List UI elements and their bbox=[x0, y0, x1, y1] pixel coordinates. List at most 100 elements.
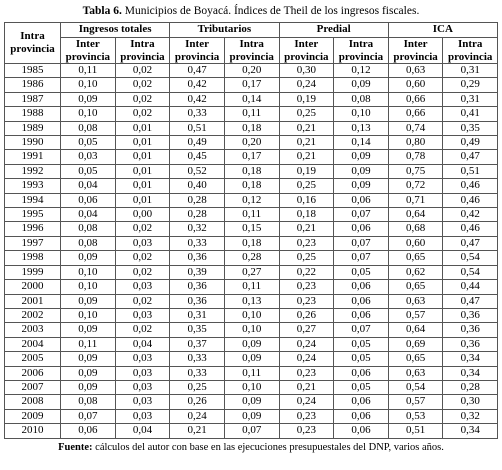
value-cell: 0,65 bbox=[387, 279, 444, 295]
group-header: ICA bbox=[387, 22, 499, 38]
value-cell: 0,51 bbox=[387, 423, 444, 439]
year-cell: 2002 bbox=[4, 307, 61, 324]
value-cell: 0,17 bbox=[223, 149, 280, 165]
value-cell: 0,35 bbox=[442, 120, 498, 137]
value-cell: 0,36 bbox=[442, 307, 498, 324]
value-cell: 0,09 bbox=[60, 365, 116, 381]
value-cell: 0,74 bbox=[387, 120, 444, 137]
table-row: 2010 0,06 0,04 0,21 0,07 0,23 0,06 0,51 0,34 bbox=[4, 423, 498, 439]
value-cell: 0,64 bbox=[387, 322, 444, 338]
value-cell: 0,40 bbox=[169, 178, 225, 194]
table-row: 1986 0,10 0,02 0,42 0,17 0,24 0,09 0,60 0,29 bbox=[4, 77, 498, 93]
value-cell: 0,09 bbox=[223, 336, 280, 353]
value-cell: 0,18 bbox=[223, 178, 280, 194]
value-cell: 0,80 bbox=[387, 135, 444, 151]
value-cell: 0,09 bbox=[60, 91, 116, 108]
header-row: Intra provincia Ingresos totales Tributari… bbox=[4, 22, 499, 64]
value-cell: 0,08 bbox=[60, 221, 116, 237]
value-cell: 0,53 bbox=[387, 408, 444, 425]
value-cell: 0,34 bbox=[442, 365, 498, 381]
value-cell: 0,02 bbox=[114, 293, 171, 309]
value-cell: 0,03 bbox=[114, 351, 171, 367]
value-cell: 0,51 bbox=[442, 163, 498, 180]
value-cell: 0,05 bbox=[60, 163, 116, 180]
value-cell: 0,33 bbox=[169, 106, 225, 122]
year-cell: 2003 bbox=[4, 322, 61, 338]
value-cell: 0,49 bbox=[442, 135, 498, 151]
value-cell: 0,03 bbox=[114, 365, 171, 381]
year-cell: 2006 bbox=[4, 365, 61, 381]
value-cell: 0,11 bbox=[223, 106, 280, 122]
table-row: 1985 0,11 0,02 0,47 0,20 0,30 0,12 0,63 0,31 bbox=[4, 62, 498, 79]
table-row: 2000 0,10 0,03 0,36 0,11 0,23 0,06 0,65 0,44 bbox=[4, 279, 498, 295]
value-cell: 0,72 bbox=[387, 178, 444, 194]
table-row: 2004 0,11 0,04 0,37 0,09 0,24 0,05 0,69 0,36 bbox=[4, 336, 498, 353]
value-cell: 0,21 bbox=[278, 135, 335, 151]
value-cell: 0,31 bbox=[442, 62, 498, 79]
column-header: Inter provincia bbox=[278, 37, 335, 64]
value-cell: 0,23 bbox=[278, 279, 335, 295]
year-cell: 1988 bbox=[4, 106, 61, 122]
value-cell: 0,11 bbox=[223, 279, 280, 295]
value-cell: 0,07 bbox=[333, 207, 389, 223]
value-cell: 0,31 bbox=[169, 307, 225, 324]
table-row: 1987 0,09 0,02 0,42 0,14 0,19 0,08 0,66 0,31 bbox=[4, 91, 498, 108]
value-cell: 0,18 bbox=[223, 120, 280, 137]
value-cell: 0,13 bbox=[333, 120, 389, 137]
value-cell: 0,25 bbox=[278, 178, 335, 194]
value-cell: 0,09 bbox=[223, 351, 280, 367]
value-cell: 0,60 bbox=[387, 77, 444, 93]
value-cell: 0,19 bbox=[278, 91, 335, 108]
value-cell: 0,69 bbox=[387, 336, 444, 353]
value-cell: 0,57 bbox=[387, 307, 444, 324]
value-cell: 0,54 bbox=[442, 264, 498, 281]
value-cell: 0,13 bbox=[223, 293, 280, 309]
year-cell: 2010 bbox=[4, 423, 61, 439]
value-cell: 0,25 bbox=[169, 379, 225, 396]
value-cell: 0,20 bbox=[223, 62, 280, 79]
value-cell: 0,06 bbox=[333, 221, 389, 237]
value-cell: 0,10 bbox=[60, 279, 116, 295]
value-cell: 0,09 bbox=[60, 322, 116, 338]
value-cell: 0,05 bbox=[333, 336, 389, 353]
value-cell: 0,10 bbox=[60, 77, 116, 93]
value-cell: 0,27 bbox=[278, 322, 335, 338]
value-cell: 0,36 bbox=[169, 293, 225, 309]
table-row: 2006 0,09 0,03 0,33 0,11 0,23 0,06 0,63 0,34 bbox=[4, 365, 498, 381]
value-cell: 0,06 bbox=[60, 423, 116, 439]
value-cell: 0,02 bbox=[114, 221, 171, 237]
value-cell: 0,07 bbox=[333, 322, 389, 338]
value-cell: 0,25 bbox=[278, 106, 335, 122]
value-cell: 0,09 bbox=[60, 250, 116, 266]
value-cell: 0,42 bbox=[169, 77, 225, 93]
value-cell: 0,52 bbox=[169, 163, 225, 180]
year-cell: 1997 bbox=[4, 235, 61, 252]
value-cell: 0,08 bbox=[60, 235, 116, 252]
year-cell: 2008 bbox=[4, 394, 61, 410]
value-cell: 0,11 bbox=[60, 336, 116, 353]
value-cell: 0,23 bbox=[278, 408, 335, 425]
value-cell: 0,47 bbox=[442, 293, 498, 309]
value-cell: 0,07 bbox=[223, 423, 280, 439]
title-label: Tabla 6. bbox=[82, 5, 122, 17]
value-cell: 0,02 bbox=[114, 322, 171, 338]
value-cell: 0,57 bbox=[387, 394, 444, 410]
year-cell: 1986 bbox=[4, 77, 61, 93]
value-cell: 0,47 bbox=[169, 62, 225, 79]
value-cell: 0,32 bbox=[442, 408, 498, 425]
value-cell: 0,28 bbox=[169, 207, 225, 223]
value-cell: 0,06 bbox=[333, 307, 389, 324]
table-row: 1998 0,09 0,02 0,36 0,28 0,25 0,07 0,65 0,54 bbox=[4, 250, 498, 266]
value-cell: 0,02 bbox=[114, 62, 171, 79]
value-cell: 0,09 bbox=[223, 394, 280, 410]
value-cell: 0,09 bbox=[333, 149, 389, 165]
year-cell: 1993 bbox=[4, 178, 61, 194]
value-cell: 0,12 bbox=[223, 192, 280, 209]
subheader-row: Inter provincia Intra provincia Inter prov… bbox=[5, 37, 498, 64]
value-cell: 0,24 bbox=[278, 77, 335, 93]
table-row: 1989 0,08 0,01 0,51 0,18 0,21 0,13 0,74 0,35 bbox=[4, 120, 498, 137]
value-cell: 0,21 bbox=[278, 379, 335, 396]
value-cell: 0,06 bbox=[333, 365, 389, 381]
group-header: Predial bbox=[278, 22, 389, 38]
value-cell: 0,51 bbox=[169, 120, 225, 137]
